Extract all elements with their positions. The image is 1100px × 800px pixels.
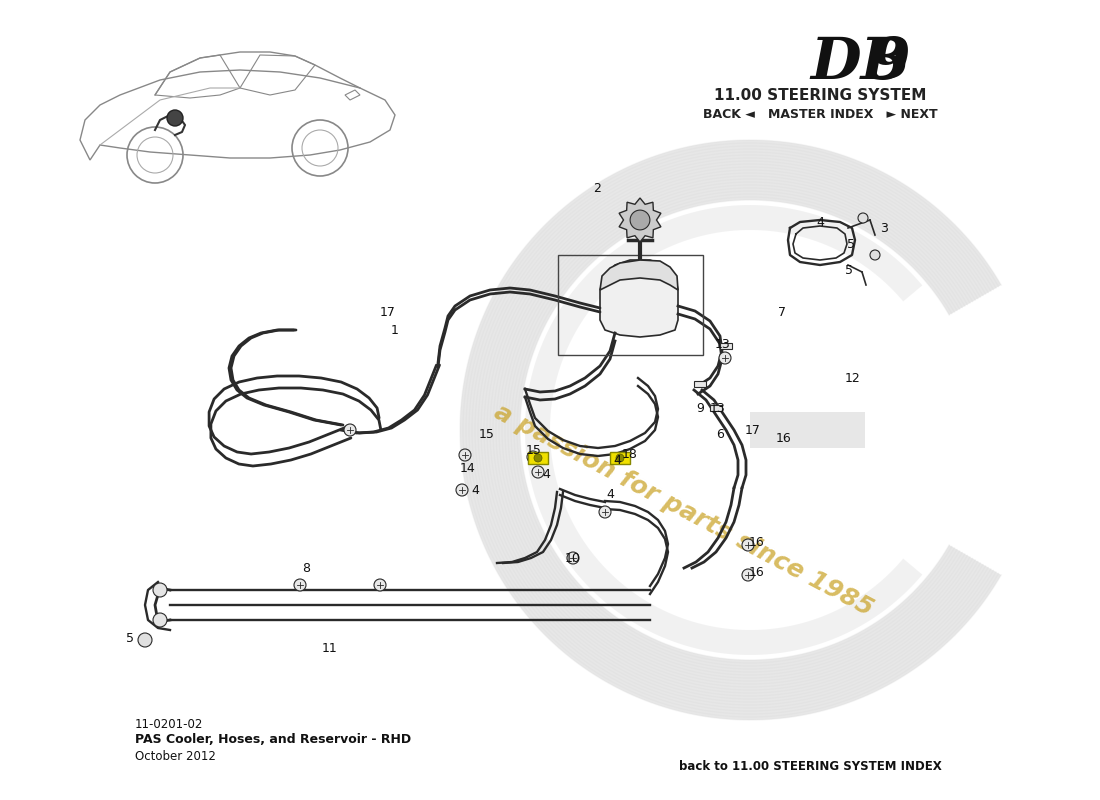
Text: 15: 15 — [480, 429, 495, 442]
Circle shape — [719, 352, 732, 364]
Text: BACK ◄   MASTER INDEX   ► NEXT: BACK ◄ MASTER INDEX ► NEXT — [703, 108, 937, 121]
Text: 4: 4 — [816, 215, 824, 229]
Text: a passion for parts since 1985: a passion for parts since 1985 — [490, 399, 877, 621]
Text: 4: 4 — [542, 469, 550, 482]
Polygon shape — [600, 260, 678, 337]
Text: 13: 13 — [711, 402, 726, 414]
Bar — [720, 343, 732, 349]
Text: 9: 9 — [870, 35, 911, 91]
Circle shape — [456, 484, 468, 496]
Circle shape — [566, 552, 579, 564]
Bar — [528, 452, 548, 464]
Text: 11-0201-02: 11-0201-02 — [135, 718, 204, 731]
Circle shape — [870, 250, 880, 260]
Text: 17: 17 — [381, 306, 396, 319]
Text: 4: 4 — [606, 489, 614, 502]
Text: 2: 2 — [593, 182, 601, 194]
Text: 6: 6 — [716, 427, 724, 441]
Text: 17: 17 — [745, 423, 761, 437]
Text: 12: 12 — [845, 371, 861, 385]
Text: 5: 5 — [126, 631, 134, 645]
Text: 9: 9 — [696, 402, 704, 414]
Text: 11: 11 — [322, 642, 338, 654]
Bar — [694, 381, 706, 387]
Text: 7: 7 — [778, 306, 786, 319]
Text: 15: 15 — [526, 443, 542, 457]
Polygon shape — [525, 205, 923, 655]
Circle shape — [153, 583, 167, 597]
Circle shape — [294, 579, 306, 591]
Text: 16: 16 — [777, 431, 792, 445]
Text: 11.00 STEERING SYSTEM: 11.00 STEERING SYSTEM — [714, 88, 926, 103]
Text: 16: 16 — [749, 566, 764, 578]
Circle shape — [532, 466, 544, 478]
Text: 5: 5 — [847, 238, 855, 251]
Text: 4: 4 — [471, 483, 478, 497]
Text: 3: 3 — [880, 222, 888, 234]
Circle shape — [630, 210, 650, 230]
Bar — [610, 452, 630, 464]
Text: 18: 18 — [623, 449, 638, 462]
Circle shape — [858, 213, 868, 223]
Circle shape — [600, 506, 610, 518]
Circle shape — [742, 569, 754, 581]
Text: 1: 1 — [392, 323, 399, 337]
Circle shape — [459, 449, 471, 461]
Text: 10: 10 — [565, 551, 581, 565]
Bar — [750, 412, 865, 448]
Text: October 2012: October 2012 — [135, 750, 216, 763]
Text: 5: 5 — [845, 263, 853, 277]
Bar — [558, 255, 703, 355]
Text: 14: 14 — [460, 462, 476, 474]
Circle shape — [527, 451, 539, 463]
Text: 8: 8 — [302, 562, 310, 574]
Circle shape — [167, 110, 183, 126]
Circle shape — [138, 633, 152, 647]
Circle shape — [534, 454, 542, 462]
Circle shape — [153, 613, 167, 627]
Polygon shape — [460, 140, 1001, 720]
Circle shape — [616, 454, 624, 462]
Text: DB: DB — [810, 35, 910, 91]
Bar — [710, 405, 722, 411]
Text: 16: 16 — [749, 535, 764, 549]
Polygon shape — [600, 260, 678, 290]
Text: PAS Cooler, Hoses, and Reservoir - RHD: PAS Cooler, Hoses, and Reservoir - RHD — [135, 733, 411, 746]
Circle shape — [742, 539, 754, 551]
Polygon shape — [619, 198, 661, 242]
Circle shape — [374, 579, 386, 591]
Circle shape — [344, 424, 356, 436]
Text: 4: 4 — [613, 454, 620, 466]
Text: 13: 13 — [715, 338, 730, 351]
Text: back to 11.00 STEERING SYSTEM INDEX: back to 11.00 STEERING SYSTEM INDEX — [679, 760, 942, 773]
